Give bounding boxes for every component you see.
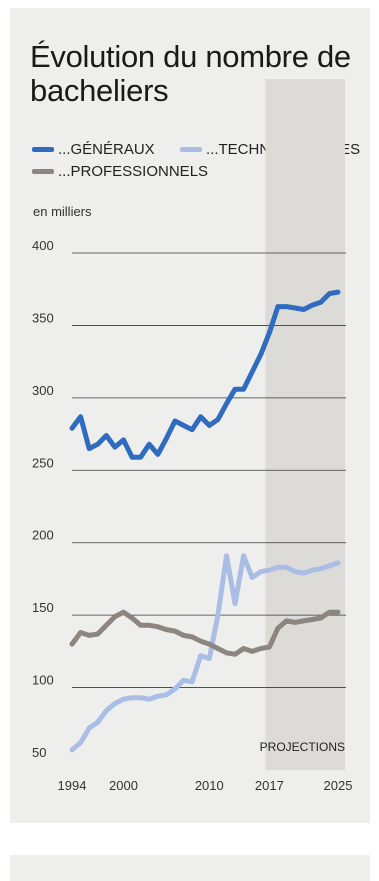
legend-swatch-technologiques — [180, 147, 202, 152]
projection-band — [265, 79, 345, 770]
legend-label-generaux: ...GÉNÉRAUX — [58, 141, 155, 158]
series-line-0 — [69, 289, 341, 460]
y-axis-labels: 50 100 150 200 250 300 350 400 — [32, 238, 54, 760]
legend-label-professionnels: ...PROFESSIONNELS — [58, 163, 209, 180]
x-tick-label: 1994 — [58, 778, 87, 793]
gridlines — [72, 252, 346, 688]
legend-item-generaux: ...GÉNÉRAUX — [32, 141, 155, 158]
chart-title: Évolution du nombre de bacheliers — [30, 39, 351, 108]
legend-swatch-generaux — [32, 147, 54, 152]
x-tick-label: 2017 — [255, 778, 284, 793]
y-tick-label: 150 — [32, 600, 54, 615]
card-footer-strip — [10, 855, 370, 881]
y-tick-label: 350 — [32, 310, 54, 325]
x-axis-labels: 1994 2000 2010 2017 2025 — [58, 778, 353, 793]
legend-swatch-professionnels — [32, 169, 54, 174]
x-tick-label: 2000 — [109, 778, 138, 793]
y-tick-label: 400 — [32, 238, 54, 253]
series-line-2 — [69, 609, 341, 657]
series-line-1 — [69, 553, 341, 753]
legend-item-professionnels: ...PROFESSIONNELS — [32, 163, 208, 180]
unit-label: en milliers — [33, 204, 92, 219]
y-tick-label: 200 — [32, 528, 54, 543]
projections-label: PROJECTIONS — [260, 740, 345, 754]
y-tick-label: 250 — [32, 455, 54, 470]
y-tick-label: 50 — [32, 745, 46, 760]
y-tick-label: 100 — [32, 673, 54, 688]
x-tick-label: 2025 — [324, 778, 353, 793]
y-tick-label: 300 — [32, 383, 54, 398]
x-tick-label: 2010 — [195, 778, 224, 793]
series-lines — [69, 289, 341, 753]
